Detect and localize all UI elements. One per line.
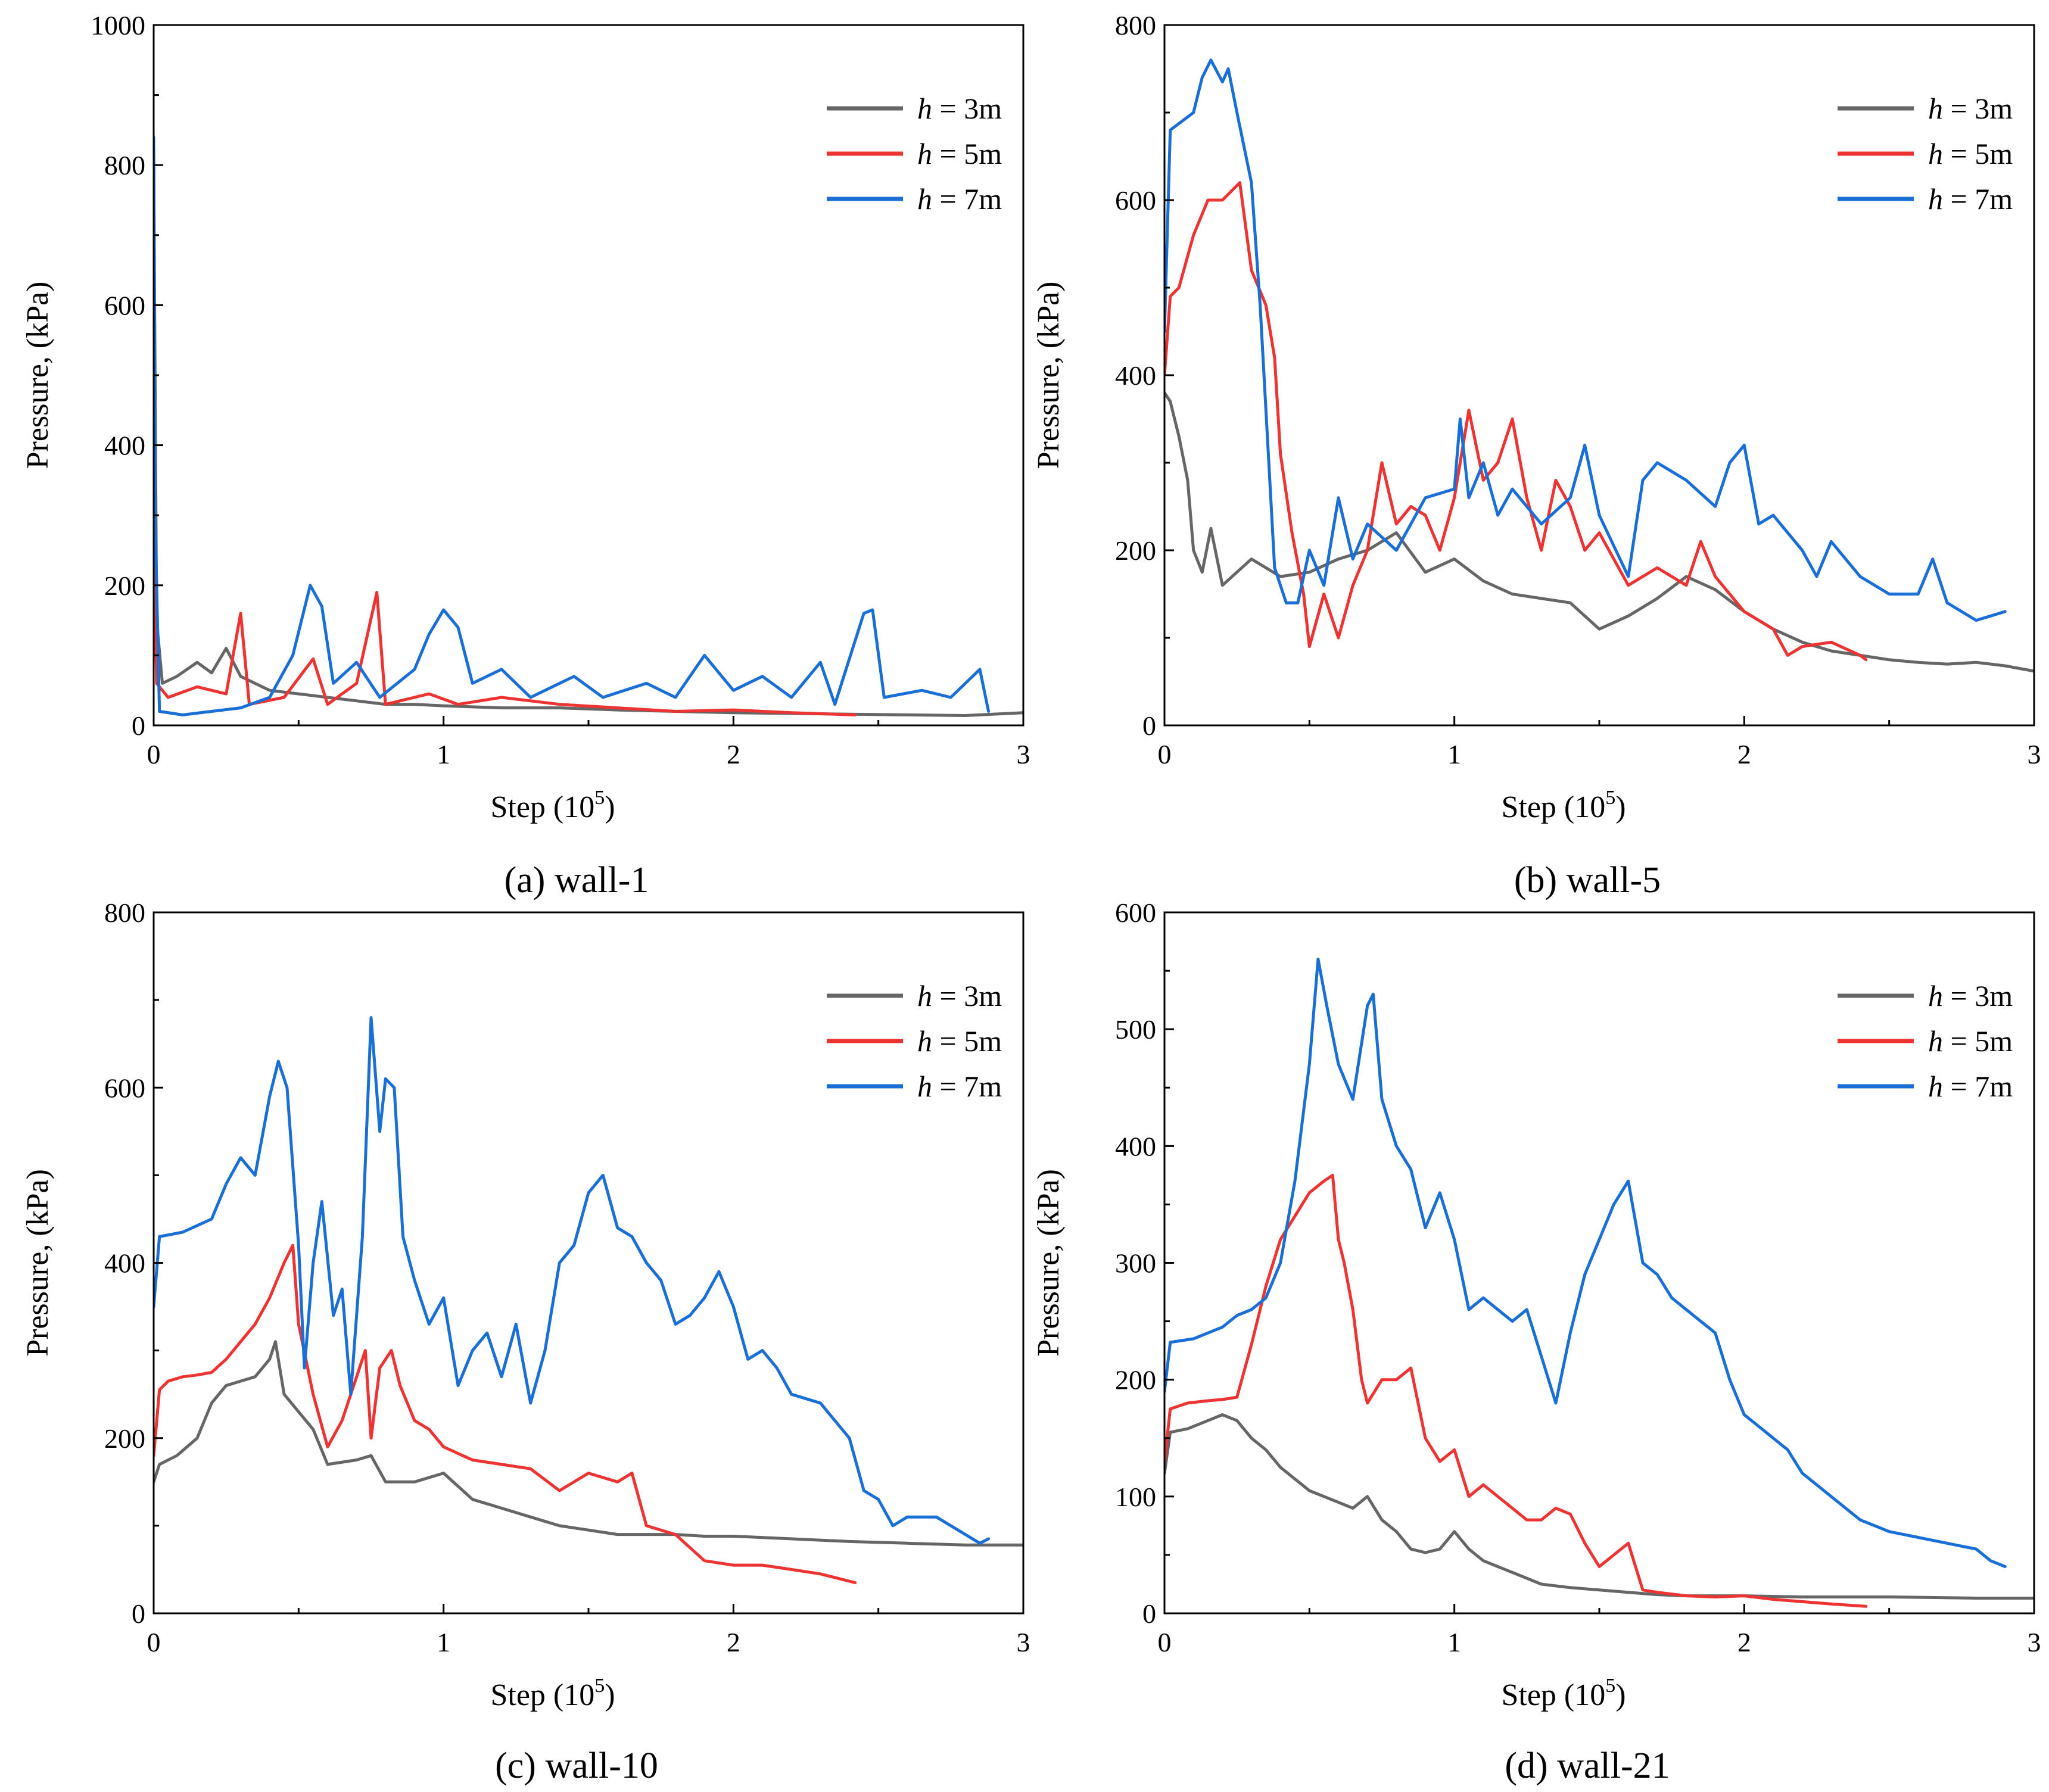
x-tick-label: 2 xyxy=(727,739,740,769)
x-tick-label: 1 xyxy=(1447,739,1461,769)
series-line-2 xyxy=(154,1244,857,1584)
series-line-1 xyxy=(154,1340,1023,1547)
panel-caption: (d) wall-21 xyxy=(1505,1746,1670,1786)
x-tick-label: 2 xyxy=(727,1627,740,1657)
x-tick-label: 3 xyxy=(2028,739,2041,769)
y-tick-label: 400 xyxy=(104,431,145,461)
y-tick-label: 400 xyxy=(1115,1131,1156,1161)
series-line-3 xyxy=(1164,958,2007,1568)
legend-label: h = 3m xyxy=(1928,979,2013,1012)
legend-label: h = 7m xyxy=(1928,182,2013,216)
y-axis-title: Pressure, (kPa) xyxy=(1032,1169,1066,1357)
chart-panel-a: 0 1 2 3 0 200 400 600 800 1000 Step (105) Pressure,… xyxy=(21,10,1030,900)
y-axis-title: Pressure, (kPa) xyxy=(21,1169,55,1357)
y-tick-label: 100 xyxy=(1115,1482,1156,1512)
legend-label: h = 7m xyxy=(917,182,1002,216)
x-tick-label: 0 xyxy=(1158,739,1172,769)
panel-caption: (a) wall-1 xyxy=(505,860,649,900)
y-tick-label: 800 xyxy=(1115,10,1156,40)
series-group xyxy=(154,135,1023,717)
y-tick-label: 0 xyxy=(1142,710,1156,741)
x-tick-label: 2 xyxy=(1737,739,1751,769)
series-line-2 xyxy=(1164,181,1868,662)
y-tick-label: 400 xyxy=(1115,360,1156,391)
x-axis-title: Step (105) xyxy=(490,787,615,824)
legend-label: h = 3m xyxy=(917,979,1002,1012)
x-tick-label: 3 xyxy=(1017,739,1030,769)
series-line-3 xyxy=(154,1016,991,1545)
series-line-1 xyxy=(1164,391,2034,673)
y-tick-label: 600 xyxy=(1115,185,1156,216)
series-line-3 xyxy=(1164,58,2007,622)
series-group xyxy=(1164,58,2034,673)
legend-label: h = 5m xyxy=(1928,137,2013,170)
x-tick-label: 3 xyxy=(1017,1627,1030,1657)
y-tick-label: 800 xyxy=(104,150,145,180)
legend-label: h = 5m xyxy=(917,1024,1002,1058)
legend-label: h = 3m xyxy=(917,92,1002,125)
y-tick-label: 200 xyxy=(1115,1365,1156,1395)
series-line-1 xyxy=(1164,1413,2034,1600)
legend-label: h = 5m xyxy=(917,137,1002,170)
chart-panel-b: 0 1 2 3 0 200 400 600 800 Step (105) Pressure, (kP… xyxy=(1032,10,2041,900)
legend-label: h = 7m xyxy=(1928,1070,2013,1103)
legend: h = 3m h = 5m h = 7m xyxy=(827,979,1002,1103)
y-tick-label: 800 xyxy=(104,897,145,928)
legend-label: h = 7m xyxy=(917,1070,1002,1103)
series-group xyxy=(154,1016,1023,1584)
x-tick-label: 1 xyxy=(437,739,450,769)
x-axis-title: Step (105) xyxy=(1501,787,1626,824)
series-line-3 xyxy=(154,135,991,716)
y-tick-label: 200 xyxy=(1115,535,1156,566)
legend: h = 3m h = 5m h = 7m xyxy=(827,92,1002,216)
y-tick-label: 300 xyxy=(1115,1248,1156,1279)
y-tick-label: 600 xyxy=(104,290,145,320)
chart-panel-d: 0 1 2 3 0 100 200 300 400 500 600 Step (105) Pressur… xyxy=(1032,897,2041,1786)
x-tick-label: 0 xyxy=(1158,1627,1172,1657)
x-axis-title: Step (105) xyxy=(490,1675,615,1712)
series-line-2 xyxy=(1164,1173,1868,1608)
series-line-1 xyxy=(154,149,1023,717)
plot-frame xyxy=(1163,24,2035,727)
x-axis-title: Step (105) xyxy=(1501,1675,1626,1712)
y-tick-label: 400 xyxy=(104,1248,145,1279)
y-tick-label: 1000 xyxy=(91,10,145,40)
x-tick-label: 2 xyxy=(1737,1627,1751,1657)
y-tick-label: 0 xyxy=(132,710,145,741)
y-tick-label: 200 xyxy=(104,571,145,601)
series-line-2 xyxy=(154,513,857,716)
legend: h = 3m h = 5m h = 7m xyxy=(1838,979,2013,1103)
x-tick-label: 0 xyxy=(147,1627,161,1657)
plot-frame xyxy=(152,24,1024,727)
y-tick-label: 0 xyxy=(132,1598,145,1629)
x-tick-label: 3 xyxy=(2028,1627,2041,1657)
y-axis-title: Pressure, (kPa) xyxy=(21,282,55,469)
legend: h = 3m h = 5m h = 7m xyxy=(1838,92,2013,216)
y-axis-title: Pressure, (kPa) xyxy=(1032,282,1066,469)
panel-caption: (b) wall-5 xyxy=(1514,860,1661,900)
chart-panel-c: 0 1 2 3 0 200 400 600 800 Step (105) Pressure, (kP… xyxy=(21,897,1030,1786)
legend-label: h = 5m xyxy=(1928,1024,2013,1058)
plot-frame xyxy=(1163,911,2035,1615)
series-group xyxy=(1164,958,2034,1608)
panel-caption: (c) wall-10 xyxy=(495,1746,658,1786)
legend-label: h = 3m xyxy=(1928,92,2013,125)
y-tick-label: 600 xyxy=(104,1073,145,1103)
y-tick-label: 500 xyxy=(1115,1014,1156,1045)
x-tick-label: 1 xyxy=(1447,1627,1461,1657)
x-tick-label: 1 xyxy=(437,1627,450,1657)
y-tick-label: 600 xyxy=(1115,897,1156,928)
y-tick-label: 0 xyxy=(1142,1598,1156,1629)
x-tick-label: 0 xyxy=(147,739,161,769)
y-tick-label: 200 xyxy=(104,1423,145,1454)
